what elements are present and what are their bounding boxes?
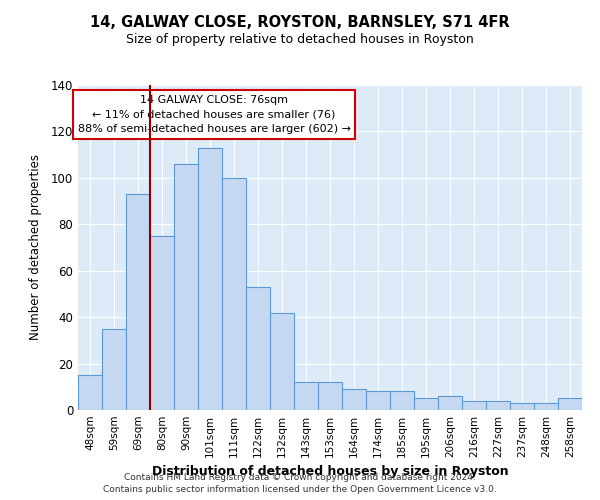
Bar (126, 194, 150, 410)
Bar (414, 398, 438, 410)
Bar (438, 396, 462, 410)
Text: Contains public sector information licensed under the Open Government Licence v3: Contains public sector information licen… (103, 485, 497, 494)
Text: Size of property relative to detached houses in Royston: Size of property relative to detached ho… (126, 32, 474, 46)
Bar (102, 329, 126, 410)
Bar (366, 392, 390, 410)
Bar (246, 287, 270, 410)
X-axis label: Distribution of detached houses by size in Royston: Distribution of detached houses by size … (152, 466, 508, 478)
Text: 14, GALWAY CLOSE, ROYSTON, BARNSLEY, S71 4FR: 14, GALWAY CLOSE, ROYSTON, BARNSLEY, S71… (90, 15, 510, 30)
Text: 14 GALWAY CLOSE: 76sqm
← 11% of detached houses are smaller (76)
88% of semi-det: 14 GALWAY CLOSE: 76sqm ← 11% of detached… (77, 94, 350, 134)
Bar (462, 400, 486, 410)
Bar (486, 400, 510, 410)
Bar (78, 375, 102, 410)
Bar (318, 382, 342, 410)
Bar (390, 392, 414, 410)
Bar (198, 148, 222, 410)
Bar (270, 312, 294, 410)
Y-axis label: Number of detached properties: Number of detached properties (29, 154, 43, 340)
Bar (558, 398, 582, 410)
Text: Contains HM Land Registry data © Crown copyright and database right 2024.: Contains HM Land Registry data © Crown c… (124, 472, 476, 482)
Bar (222, 178, 246, 410)
Bar (294, 382, 318, 410)
Bar (174, 164, 198, 410)
Bar (510, 403, 534, 410)
Bar (342, 389, 366, 410)
Bar (150, 236, 174, 410)
Bar (534, 403, 558, 410)
